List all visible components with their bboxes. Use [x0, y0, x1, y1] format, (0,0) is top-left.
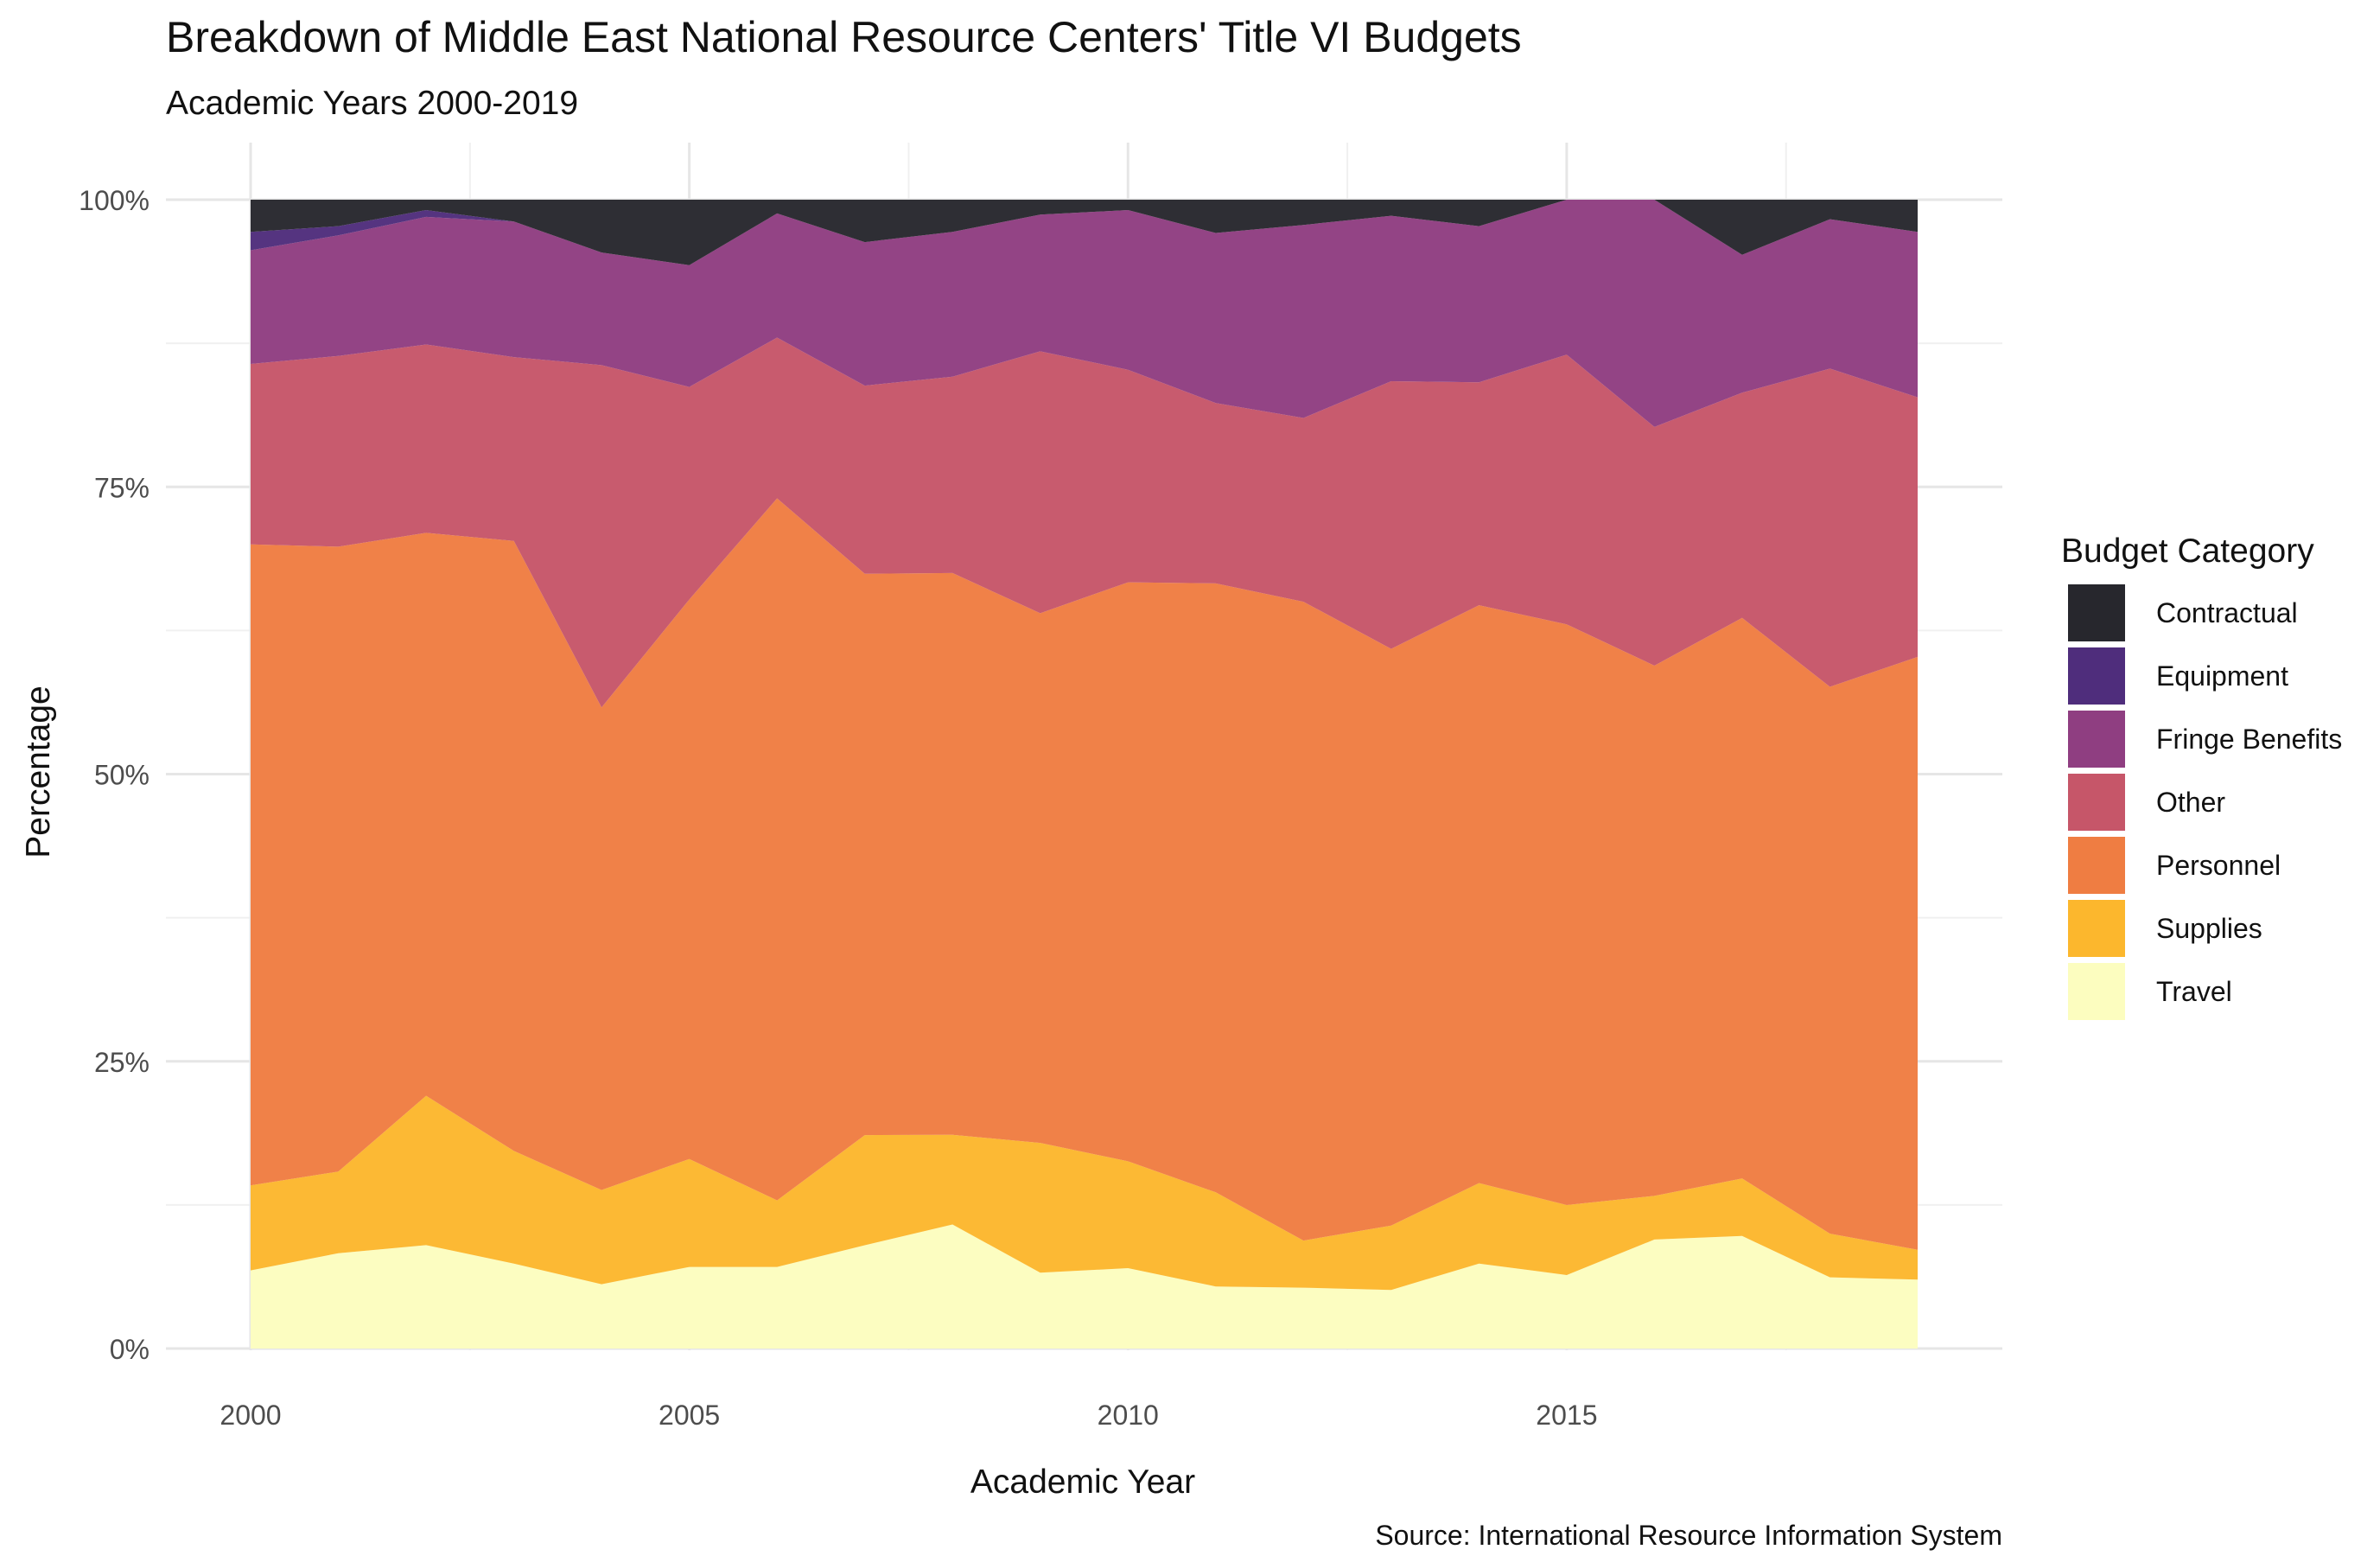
legend-key-equipment [2068, 647, 2125, 705]
legend-label-supplies: Supplies [2156, 913, 2262, 944]
legend-label-contractual: Contractual [2156, 597, 2298, 628]
legend-label-other: Other [2156, 787, 2225, 818]
legend-key-travel [2068, 963, 2125, 1020]
y-tick-label: 25% [94, 1047, 150, 1078]
x-axis-title: Academic Year [970, 1464, 1195, 1501]
legend-key-fringe-benefits [2068, 711, 2125, 768]
x-axis-tick-labels: 2000 2005 2010 2015 [220, 1400, 1597, 1431]
x-tick-label: 2010 [1098, 1400, 1159, 1431]
legend-key-personnel [2068, 837, 2125, 894]
area-personnel [251, 498, 1918, 1250]
chart-subtitle: Academic Years 2000-2019 [166, 85, 578, 122]
chart-caption: Source: International Resource Informati… [1375, 1520, 2002, 1551]
y-tick-label: 75% [94, 472, 150, 503]
legend: Contractual Equipment Fringe Benefits Other… [2068, 584, 2342, 1020]
area-contractual [251, 200, 1918, 265]
legend-label-fringe-benefits: Fringe Benefits [2156, 724, 2342, 755]
chart-title: Breakdown of Middle East National Resour… [166, 13, 1522, 61]
area-supplies [251, 1095, 1918, 1291]
y-tick-label: 0% [110, 1334, 150, 1365]
legend-label-equipment: Equipment [2156, 660, 2288, 692]
legend-label-personnel: Personnel [2156, 850, 2281, 881]
area-series [251, 200, 1918, 1349]
legend-key-supplies [2068, 900, 2125, 957]
legend-key-contractual [2068, 584, 2125, 641]
x-tick-label: 2005 [659, 1400, 720, 1431]
legend-key-other [2068, 774, 2125, 831]
x-tick-label: 2000 [220, 1400, 281, 1431]
y-tick-label: 50% [94, 760, 150, 791]
area-travel [251, 1224, 1918, 1349]
y-axis-title: Percentage [20, 686, 57, 858]
area-other [251, 337, 1918, 708]
legend-title: Budget Category [2061, 532, 2314, 570]
y-axis-tick-labels: 0% 25% 50% 75% 100% [79, 185, 150, 1365]
y-tick-label: 100% [79, 185, 150, 216]
legend-label-travel: Travel [2156, 976, 2232, 1007]
area-fringe-benefits [251, 200, 1918, 427]
x-tick-label: 2015 [1536, 1400, 1597, 1431]
